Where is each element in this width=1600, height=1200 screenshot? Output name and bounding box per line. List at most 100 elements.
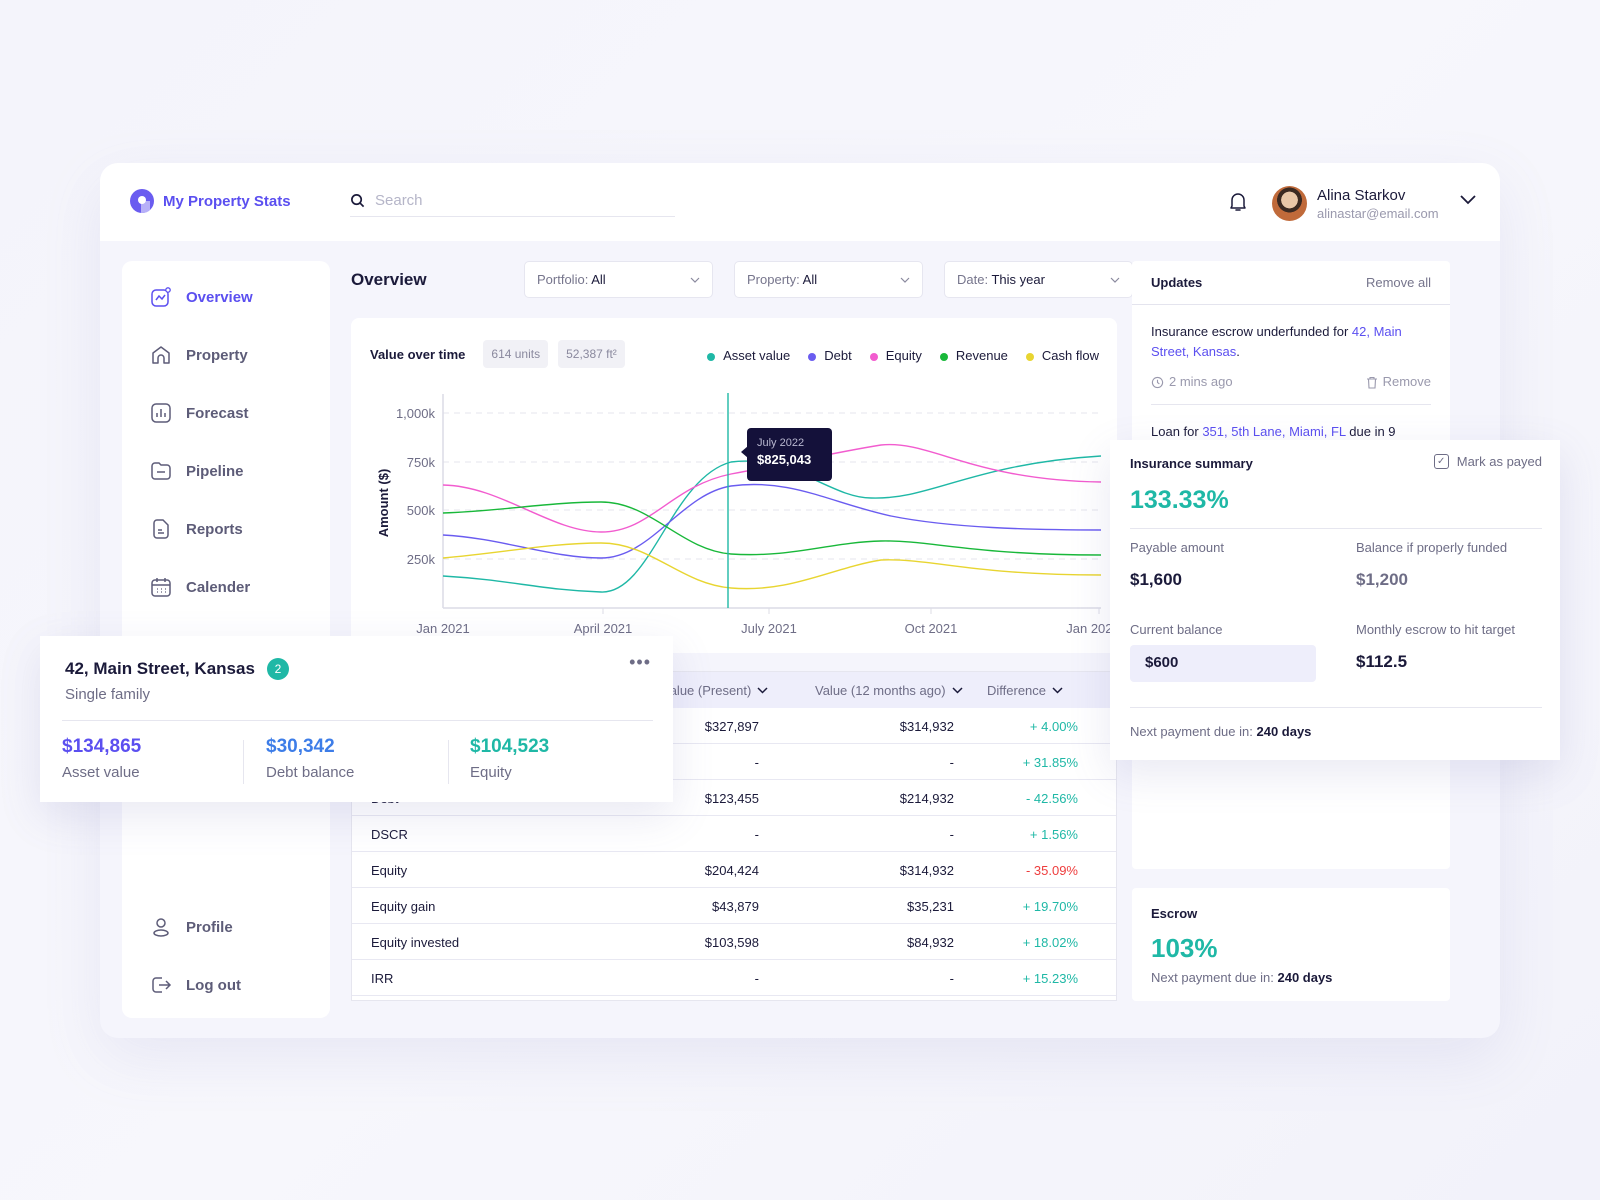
svg-text:750k: 750k: [407, 455, 436, 470]
logo[interactable]: My Property Stats: [130, 189, 291, 213]
remove-button[interactable]: Remove: [1366, 372, 1431, 392]
property-link[interactable]: 42, Main Street, Kansas: [1151, 324, 1402, 359]
legend-asset-value[interactable]: Asset value: [707, 348, 790, 363]
legend-equity[interactable]: Equity: [869, 348, 922, 363]
chevron-down-icon[interactable]: [1460, 195, 1476, 205]
remove-label: Remove: [1382, 374, 1431, 389]
property-link[interactable]: 351, 5th Lane, Miami, FL: [1202, 424, 1346, 439]
equity-stat: $104,523 Equity: [470, 736, 549, 781]
user-menu[interactable]: Alina Starkov alinastar@email.com: [1272, 186, 1439, 221]
svg-text:Jan 2021: Jan 2021: [416, 621, 470, 636]
chevron-down-icon: [690, 277, 700, 283]
calendar-icon: [151, 578, 171, 597]
balance-funded-label: Balance if properly funded: [1356, 540, 1508, 555]
divider: [448, 740, 449, 784]
units-pill: 614 units: [483, 340, 549, 368]
svg-text:April 2021: April 2021: [574, 621, 633, 636]
logout-icon: [152, 977, 172, 993]
sidebar-item-property[interactable]: Property: [150, 344, 248, 366]
table-row[interactable]: Equity invested $103,598 $84,932 + 18.02%: [352, 924, 1116, 960]
svg-text:Oct 2021: Oct 2021: [905, 621, 958, 636]
filter-label: Date:: [957, 272, 989, 287]
search-bar: [350, 185, 675, 217]
count-badge: 2: [266, 658, 289, 680]
column-header-present[interactable]: Value (Present): [662, 683, 768, 698]
current-balance-label: Current balance: [1130, 622, 1223, 637]
difference: + 15.23%: [1022, 971, 1078, 986]
value-present: $43,879: [712, 899, 759, 914]
value-present: -: [754, 755, 759, 770]
portfolio-filter[interactable]: Portfolio: All: [524, 261, 713, 298]
column-label: Value (12 months ago): [815, 683, 946, 698]
chevron-down-icon: [952, 687, 963, 694]
insurance-summary-card: Insurance summary ✓ Mark as payed 133.33…: [1110, 440, 1560, 760]
row-label: Equity invested: [371, 935, 460, 950]
remove-all-button[interactable]: Remove all: [1365, 275, 1431, 290]
legend-debt[interactable]: Debt: [808, 348, 852, 363]
sidebar-item-profile[interactable]: Profile: [150, 916, 233, 938]
difference: + 18.02%: [1022, 935, 1078, 950]
row-label: Equity: [371, 863, 408, 878]
sidebar-item-label: Calender: [186, 578, 251, 596]
filter-value: All: [802, 272, 818, 287]
legend-revenue[interactable]: Revenue: [939, 348, 1008, 363]
stat-label: Debt balance: [266, 764, 355, 781]
value-past: -: [949, 755, 954, 770]
tooltip-label: July 2022: [757, 437, 805, 449]
update-item: Insurance escrow underfunded for 42, Mai…: [1132, 305, 1450, 405]
payable-value: $1,600: [1130, 570, 1182, 589]
table-row[interactable]: - - + 31.85%: [352, 744, 1116, 780]
updates-header: Updates Remove all: [1132, 261, 1450, 305]
monthly-escrow-value: $112.5: [1356, 652, 1408, 671]
sidebar-item-pipeline[interactable]: Pipeline: [150, 460, 244, 482]
mark-as-payed-checkbox[interactable]: ✓ Mark as payed: [1433, 454, 1542, 469]
user-name: Alina Starkov: [1317, 186, 1406, 204]
column-header-past[interactable]: Value (12 months ago): [815, 683, 963, 698]
divider: [1130, 528, 1542, 529]
table-row[interactable]: Debt$123,455$214,932- 42.56%: [352, 780, 1116, 816]
current-balance-input[interactable]: $600: [1130, 645, 1316, 682]
property-filter[interactable]: Property: All: [734, 261, 923, 298]
chevron-down-icon: [1052, 687, 1063, 694]
property-card[interactable]: 42, Main Street, Kansas 2 Single family …: [40, 636, 673, 802]
next-value: 240 days: [1277, 970, 1333, 985]
table-row[interactable]: IRR - - + 15.23%: [352, 960, 1116, 996]
stat-label: Asset value: [62, 764, 140, 781]
sidebar-item-forecast[interactable]: Forecast: [150, 402, 249, 424]
sidebar-item-calender[interactable]: Calender: [150, 576, 250, 598]
legend-cash-flow[interactable]: Cash flow: [1025, 348, 1099, 363]
difference: + 4.00%: [1029, 719, 1078, 734]
balance-funded-value: $1,200: [1356, 570, 1408, 589]
line-chart[interactable]: 1,000k 750k 500k 250k Amount ($) Jan 202…: [351, 318, 1117, 653]
checkbox-icon: ✓: [1433, 454, 1449, 469]
search-input[interactable]: [375, 192, 655, 209]
search-icon: [351, 194, 365, 208]
notification-bell-icon[interactable]: [1228, 191, 1248, 213]
top-bar: My Property Stats Alina Starkov alinasta…: [100, 163, 1500, 241]
column-header-difference[interactable]: Difference: [987, 683, 1063, 698]
table-row[interactable]: Equity $204,424 $314,932 - 35.09%: [352, 852, 1116, 888]
table-row[interactable]: DSCR - - + 1.56%: [352, 816, 1116, 852]
chevron-down-icon: [1110, 277, 1120, 283]
user-email: alinastar@email.com: [1317, 205, 1439, 221]
svg-text:Jan 2022: Jan 2022: [1066, 621, 1117, 636]
row-label: IRR: [371, 971, 394, 986]
update-text: .: [1236, 344, 1240, 359]
svg-text:Amount ($): Amount ($): [376, 469, 391, 538]
row-label: Equity gain: [371, 899, 436, 914]
value-past: $314,932: [899, 719, 954, 734]
stat-value: $104,523: [470, 736, 550, 757]
sidebar-item-label: Forecast: [186, 404, 249, 422]
sidebar-item-overview[interactable]: Overview: [150, 286, 253, 308]
table-row[interactable]: Equity gain $43,879 $35,231 + 19.70%: [352, 888, 1116, 924]
chevron-down-icon: [900, 277, 910, 283]
value-present: $123,455: [704, 791, 759, 806]
more-options-icon[interactable]: •••: [629, 652, 651, 672]
filter-value: This year: [991, 272, 1045, 287]
sidebar-item-logout[interactable]: Log out: [150, 974, 241, 996]
table-row[interactable]: $327,897 $314,932 + 4.00%: [352, 708, 1116, 744]
date-filter[interactable]: Date: This year: [944, 261, 1133, 298]
sidebar-item-reports[interactable]: Reports: [150, 518, 243, 540]
updates-title: Updates: [1151, 275, 1203, 290]
sidebar-item-label: Pipeline: [186, 462, 244, 480]
